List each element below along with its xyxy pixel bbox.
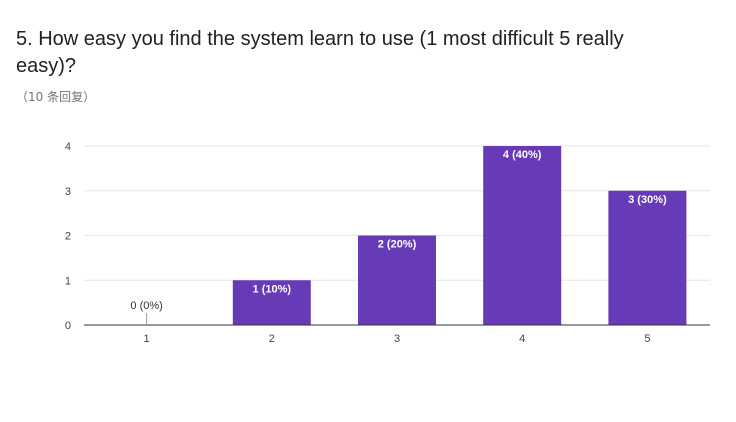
- x-tick-label: 1: [144, 333, 150, 345]
- bar: [608, 190, 687, 325]
- bar: [232, 280, 311, 325]
- y-tick-label: 3: [65, 186, 71, 198]
- bar: [358, 235, 436, 325]
- bar: [483, 146, 562, 325]
- x-tick-label: 3: [394, 333, 400, 345]
- data-label: 4 (40%): [503, 149, 542, 161]
- data-label: 2 (20%): [378, 239, 417, 251]
- x-tick-label: 4: [519, 333, 525, 345]
- question-title: 5. How easy you find the system learn to…: [16, 28, 624, 77]
- data-label: 3 (30%): [628, 194, 667, 206]
- y-tick-label: 1: [65, 275, 71, 287]
- data-label: 1 (10%): [253, 283, 292, 295]
- axes: 0 1 2 3 4 1 2 3 4 5: [65, 141, 710, 345]
- y-tick-label: 2: [65, 231, 71, 243]
- y-tick-label: 0: [65, 320, 71, 332]
- data-label: 0 (0%): [130, 300, 162, 312]
- data-labels: 0 (0%) 1 (10%) 2 (20%) 4 (40%) 3 (30%): [130, 149, 667, 325]
- y-tick-label: 4: [65, 141, 71, 153]
- x-tick-label: 5: [644, 333, 650, 345]
- response-count: （10 条回复）: [16, 90, 96, 104]
- bars: [232, 146, 687, 325]
- x-tick-label: 2: [269, 333, 275, 345]
